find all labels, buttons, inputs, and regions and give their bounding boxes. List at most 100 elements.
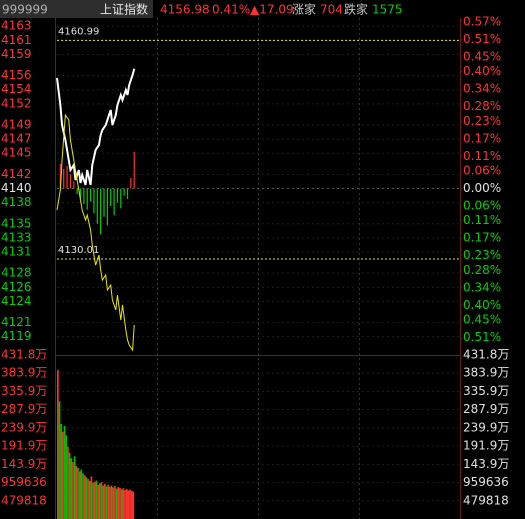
volume-bar (77, 467, 79, 519)
volume-bar (68, 452, 71, 519)
ratio-bar (93, 188, 95, 214)
y-tick-label: 4156 (1, 68, 32, 82)
volume-bar (119, 487, 121, 519)
ratio-bar (103, 188, 105, 217)
volume-tick-label: 191.9万 (463, 439, 509, 453)
ratio-bar (59, 163, 61, 189)
volume-bar (100, 482, 103, 519)
volume-tick-label: 143.9万 (463, 457, 509, 471)
volume-tick-label: 431.8万 (1, 348, 47, 362)
price-line (56, 68, 136, 186)
ratio-bar (126, 188, 129, 200)
volume-bar (102, 485, 105, 519)
volume-bar (115, 488, 118, 519)
volume-bar (127, 490, 130, 519)
ratio-bar (66, 165, 68, 189)
ratio-bar (83, 188, 85, 205)
y2-tick-label: 0.40% (463, 298, 501, 312)
volume-bar (112, 487, 115, 519)
volume-bar (114, 485, 116, 519)
y2-tick-label: 0.23% (463, 248, 501, 262)
ratio-bar (110, 188, 112, 207)
ratio-bar (113, 188, 115, 216)
price: 4156.98 (160, 3, 210, 17)
volume-bar (110, 485, 113, 519)
y-tick-label: 4140 (1, 181, 32, 195)
y-tick-label: 4154 (1, 82, 32, 96)
volume-bar (83, 475, 86, 519)
y-tick-label: 4163 (1, 19, 32, 33)
volume-bar (122, 488, 125, 519)
y-tick-label: 4131 (1, 244, 32, 258)
volume-bar (85, 477, 88, 519)
volume-bar (72, 462, 74, 519)
y-tick-label: 4138 (1, 195, 32, 209)
volume-tick-label: 287.9万 (463, 402, 509, 416)
y-tick-label: 4135 (1, 216, 32, 230)
volume-bar (73, 456, 76, 519)
volume-bar (88, 481, 91, 519)
up-label: 涨家 (292, 2, 316, 17)
y2-tick-label: 0.11% (463, 149, 501, 163)
volume-bar (65, 435, 68, 519)
y2-tick-label: 0.51% (463, 330, 501, 344)
y2-tick-label: 0.17% (463, 131, 501, 145)
y-tick-label: 4126 (1, 280, 32, 294)
header-box (0, 0, 153, 18)
volume-bar (87, 479, 89, 519)
volume-bar (62, 431, 64, 519)
ratio-bar (89, 188, 92, 202)
volume-tick-label: 383.9万 (1, 366, 47, 380)
y2-tick-label: 0.00% (463, 181, 501, 195)
change-pct: 0.41% (212, 3, 250, 17)
ratio-bar (100, 188, 102, 235)
ratio-bar (73, 181, 75, 189)
volume-tick-label: 383.9万 (463, 366, 509, 380)
index-code: 999999 (2, 3, 48, 17)
volume-bar (124, 490, 126, 519)
y-tick-label: 4128 (1, 266, 32, 280)
ratio-bar (79, 188, 82, 199)
volume-bar (117, 487, 120, 519)
y2-tick-label: 0.51% (463, 32, 501, 46)
y-tick-label: 4147 (1, 132, 32, 146)
index-name: 上证指数 (100, 2, 148, 17)
volume-bar (97, 484, 99, 519)
volume-bar (67, 446, 69, 519)
volume-tick-label: 143.9万 (1, 457, 47, 471)
volume-bar (57, 370, 59, 519)
ratio-bar (116, 188, 119, 203)
y-tick-label: 4161 (1, 33, 32, 47)
y2-tick-label: 0.23% (463, 114, 501, 128)
ratio-bar (63, 168, 65, 189)
y2-tick-label: 0.45% (463, 50, 501, 64)
y2-tick-label: 0.28% (463, 263, 501, 277)
volume-bar (104, 484, 106, 519)
down-count: 1575 (372, 3, 403, 17)
down-label: 跌家 (344, 2, 368, 17)
ratio-bar (106, 188, 108, 226)
volume-bar (58, 401, 61, 519)
volume-bar (92, 482, 94, 519)
volume-bar (129, 489, 131, 519)
volume-bar (60, 424, 63, 519)
volume-bar (105, 486, 108, 519)
y-tick-label: 4145 (1, 146, 32, 160)
y2-tick-label: 0.06% (463, 199, 501, 213)
ratio-bar (130, 177, 132, 189)
y2-tick-label: 0.40% (463, 64, 501, 78)
volume-tick-label: 431.8万 (463, 348, 509, 362)
volume-bar (93, 481, 96, 519)
volume-bar (80, 469, 83, 519)
volume-bar (125, 488, 128, 519)
volume-bar (78, 471, 81, 519)
volume-tick-label: 479818 (463, 493, 509, 507)
ratio-bar (120, 188, 122, 209)
y-tick-label: 4133 (1, 230, 32, 244)
price-line (56, 113, 135, 352)
volume-bar (70, 458, 73, 519)
change: ▲17.09 (250, 3, 294, 17)
volume-tick-label: 287.9万 (1, 402, 47, 416)
